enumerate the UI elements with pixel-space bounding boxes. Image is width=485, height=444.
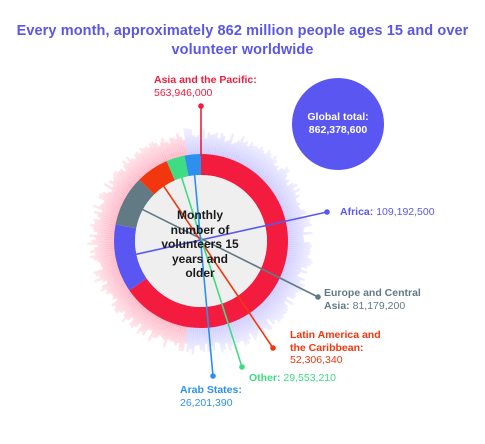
label-asia-pacific-value: 563,946,000	[154, 86, 213, 99]
leader-other	[175, 159, 243, 368]
leader-other-dot	[239, 364, 245, 370]
leader-europe-central-asia-dot	[315, 294, 321, 300]
slice-africa	[113, 224, 147, 291]
chart-title: Every month, approximately 862 million p…	[0, 22, 485, 60]
label-arab-value: 26,201,390	[180, 396, 233, 409]
label-other-name: Other:	[249, 372, 281, 384]
global-total-value: 862,378,600	[308, 124, 368, 136]
leader-latin-america	[152, 170, 274, 349]
global-total-label: Global total:	[307, 111, 369, 123]
label-arab-name: Arab States:	[180, 384, 242, 396]
label-other-value: 29,553,210	[283, 372, 336, 384]
donut-slices	[113, 154, 289, 328]
label-latam-value: 52,306,340	[290, 354, 343, 366]
label-africa-name: Africa:	[340, 206, 374, 218]
label-latin-america: Latin America and the Caribbean: 52,306,…	[290, 329, 381, 367]
label-africa: Africa: 109,192,500	[340, 206, 435, 219]
slice-arab-states	[184, 154, 201, 177]
slice-europe-central-asia	[115, 179, 155, 229]
label-asia-pacific: Asia and the Pacific: 563,946,000	[154, 74, 257, 99]
label-asia-pacific-name: Asia and the Pacific:	[154, 74, 257, 86]
label-europe-central-asia: Europe and Central Asia: 81,179,200	[324, 287, 421, 312]
leader-africa-dot	[324, 209, 330, 215]
leader-asia-pacific-dot	[198, 103, 204, 109]
chart-title-line-1: Every month, approximately 862 million p…	[16, 23, 469, 39]
leader-arab-states	[192, 156, 214, 377]
label-europe-name-line-1: Europe and Central	[324, 287, 421, 299]
label-latam-name-line-1: Latin America and	[290, 329, 381, 341]
global-total-badge: Global total: 862,378,600	[292, 78, 384, 170]
leader-africa	[117, 211, 328, 260]
label-other: Other: 29,553,210	[249, 372, 336, 385]
chart-title-line-2: volunteer worldwide	[171, 42, 314, 58]
leader-arab-states-dot	[210, 373, 216, 379]
leader-europe-central-asia	[125, 200, 319, 298]
label-africa-value: 109,192,500	[376, 206, 435, 218]
label-latam-name-line-2: the Caribbean:	[290, 341, 364, 354]
center-label: Monthly number of volunteers 15 years an…	[161, 208, 239, 280]
label-arab-states: Arab States: 26,201,390	[180, 384, 242, 409]
label-europe-name-line-2: Asia:	[324, 299, 350, 312]
label-europe-value: 81,179,200	[352, 299, 406, 312]
slice-other	[166, 155, 189, 181]
leader-latin-america-dot	[270, 345, 276, 351]
leader-lines	[117, 103, 330, 379]
